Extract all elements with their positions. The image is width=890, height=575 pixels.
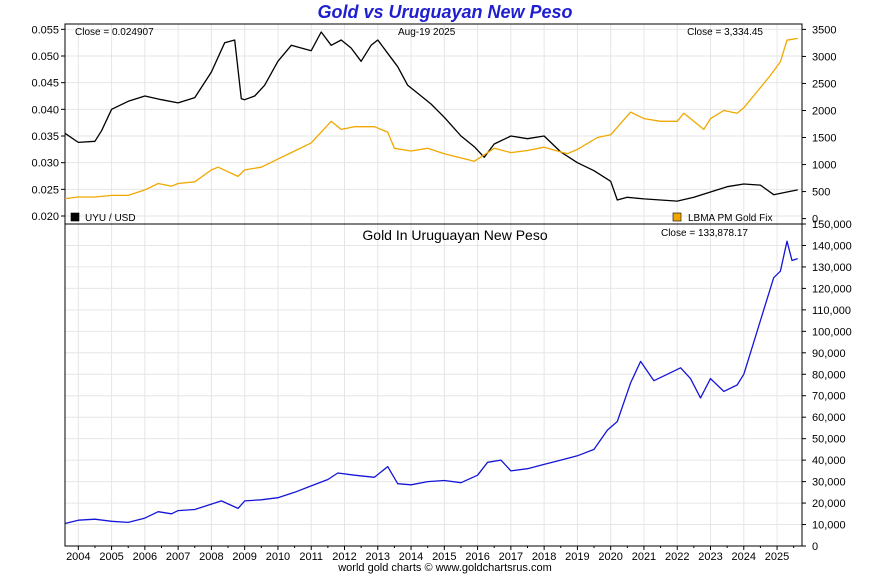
- uyu-usd-line: [64, 31, 798, 202]
- y-right-tick-label: 50,000: [812, 434, 846, 446]
- bottom-panel-series: [64, 240, 798, 525]
- y-right-tick-label: 0: [812, 214, 818, 226]
- x-tick-label: 2004: [66, 551, 90, 563]
- y-left-tick-label: 0.045: [31, 78, 59, 90]
- y-right-tick-label: 150,000: [812, 219, 852, 231]
- uyu-legend-label: UYU / USD: [85, 213, 136, 224]
- y-right-tick-label: 20,000: [812, 498, 846, 510]
- uyu-legend-swatch: [70, 212, 80, 222]
- x-tick-label: 2019: [565, 551, 589, 563]
- top-panel-grid: [65, 24, 802, 224]
- y-left-tick-label: 0.025: [31, 184, 59, 196]
- y-right-tick-label: 70,000: [812, 391, 846, 403]
- footer-credit: world gold charts © www.goldchartsrus.co…: [338, 562, 552, 574]
- bottom-panel-frame: [64, 223, 803, 547]
- bottom-panel-title: Gold In Uruguayan New Peso: [362, 227, 547, 243]
- top-left-axis-ticks: 0.055 0.050 0.045 0.040 0.035 0.030 0.025 0.020: [31, 24, 65, 223]
- gold-legend-swatch: [672, 212, 682, 222]
- x-tick-label: 2022: [665, 551, 689, 563]
- top-right-axis-ticks: 3500 3000 2500 2000 1500 1000 500 0: [802, 24, 836, 226]
- x-tick-label: 2024: [732, 551, 756, 563]
- x-tick-label: 2008: [199, 551, 223, 563]
- x-tick-label: 2023: [698, 551, 722, 563]
- y-left-tick-label: 0.035: [31, 131, 59, 143]
- x-tick-label: 2018: [532, 551, 556, 563]
- x-tick-label: 2007: [166, 551, 190, 563]
- y-right-tick-label: 90,000: [812, 348, 846, 360]
- x-tick-label: 2017: [499, 551, 523, 563]
- y-left-tick-label: 0.020: [31, 211, 59, 223]
- y-left-tick-label: 0.030: [31, 158, 59, 170]
- chart-title: Gold vs Uruguayan New Peso: [317, 2, 573, 22]
- x-tick-label: 2012: [332, 551, 356, 563]
- y-right-tick-label: 100,000: [812, 326, 852, 338]
- y-right-tick-label: 0: [812, 541, 818, 553]
- y-left-tick-label: 0.055: [31, 24, 59, 36]
- x-tick-label: 2025: [765, 551, 789, 563]
- y-left-tick-label: 0.040: [31, 104, 59, 116]
- x-tick-label: 2009: [232, 551, 256, 563]
- y-right-tick-label: 10,000: [812, 520, 846, 532]
- x-tick-label: 2005: [99, 551, 123, 563]
- x-tick-label: 2016: [465, 551, 489, 563]
- x-tick-label: 2015: [432, 551, 456, 563]
- y-right-tick-label: 1500: [812, 133, 836, 145]
- y-right-tick-label: 80,000: [812, 369, 846, 381]
- y-right-tick-label: 40,000: [812, 455, 846, 467]
- y-right-tick-label: 110,000: [812, 305, 851, 317]
- x-axis-ticks: 2004 2005 2006 2007 2008 2009 2010 2011 2012 2013…: [66, 546, 795, 563]
- x-tick-label: 2020: [598, 551, 622, 563]
- y-left-tick-label: 0.050: [31, 51, 59, 63]
- gold-close-label: Close = 3,334.45: [687, 27, 763, 38]
- y-right-tick-label: 2500: [812, 78, 836, 90]
- x-tick-label: 2010: [266, 551, 290, 563]
- bottom-right-axis-ticks: 150,000 140,000 130,000 120,000 110,000 100,0…: [802, 219, 852, 553]
- ratio-close-label: Close = 133,878.17: [661, 228, 748, 239]
- gold-usd-line: [64, 37, 798, 200]
- date-label: Aug-19 2025: [398, 27, 456, 38]
- y-right-tick-label: 30,000: [812, 477, 846, 489]
- x-tick-label: 2021: [632, 551, 656, 563]
- bottom-panel-grid: [65, 223, 802, 547]
- x-tick-label: 2006: [133, 551, 157, 563]
- x-tick-label: 2014: [399, 551, 423, 563]
- x-tick-label: 2011: [299, 551, 323, 563]
- top-panel-series: [64, 31, 798, 202]
- y-right-tick-label: 500: [812, 187, 830, 199]
- y-right-tick-label: 2000: [812, 105, 836, 117]
- y-right-tick-label: 140,000: [812, 240, 852, 252]
- y-right-tick-label: 3000: [812, 51, 836, 63]
- top-panel-frame: [64, 23, 803, 225]
- gold-legend-label: LBMA PM Gold Fix: [688, 213, 772, 224]
- uyu-close-label: Close = 0.024907: [75, 27, 154, 38]
- y-right-tick-label: 130,000: [812, 262, 852, 274]
- y-right-tick-label: 60,000: [812, 412, 846, 424]
- y-right-tick-label: 120,000: [812, 283, 852, 295]
- y-right-tick-label: 3500: [812, 24, 836, 36]
- gold-in-uyu-line: [64, 240, 798, 525]
- y-right-tick-label: 1000: [812, 160, 836, 172]
- x-tick-label: 2013: [366, 551, 390, 563]
